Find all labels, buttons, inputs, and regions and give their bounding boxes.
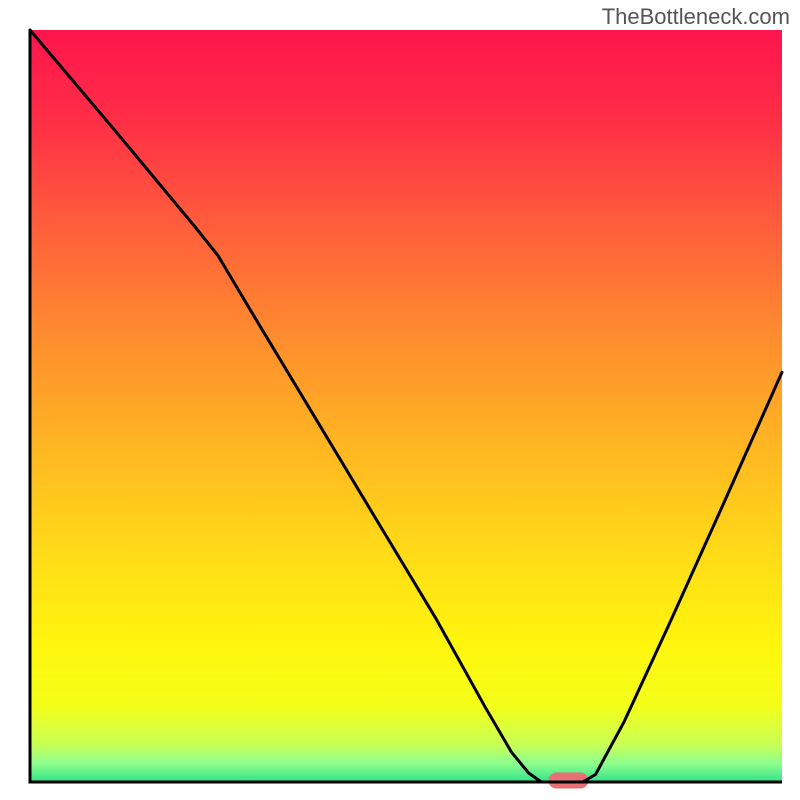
watermark-text: TheBottleneck.com xyxy=(602,4,790,30)
chart-svg xyxy=(0,0,800,800)
gradient-background xyxy=(30,30,782,782)
chart-container: TheBottleneck.com xyxy=(0,0,800,800)
